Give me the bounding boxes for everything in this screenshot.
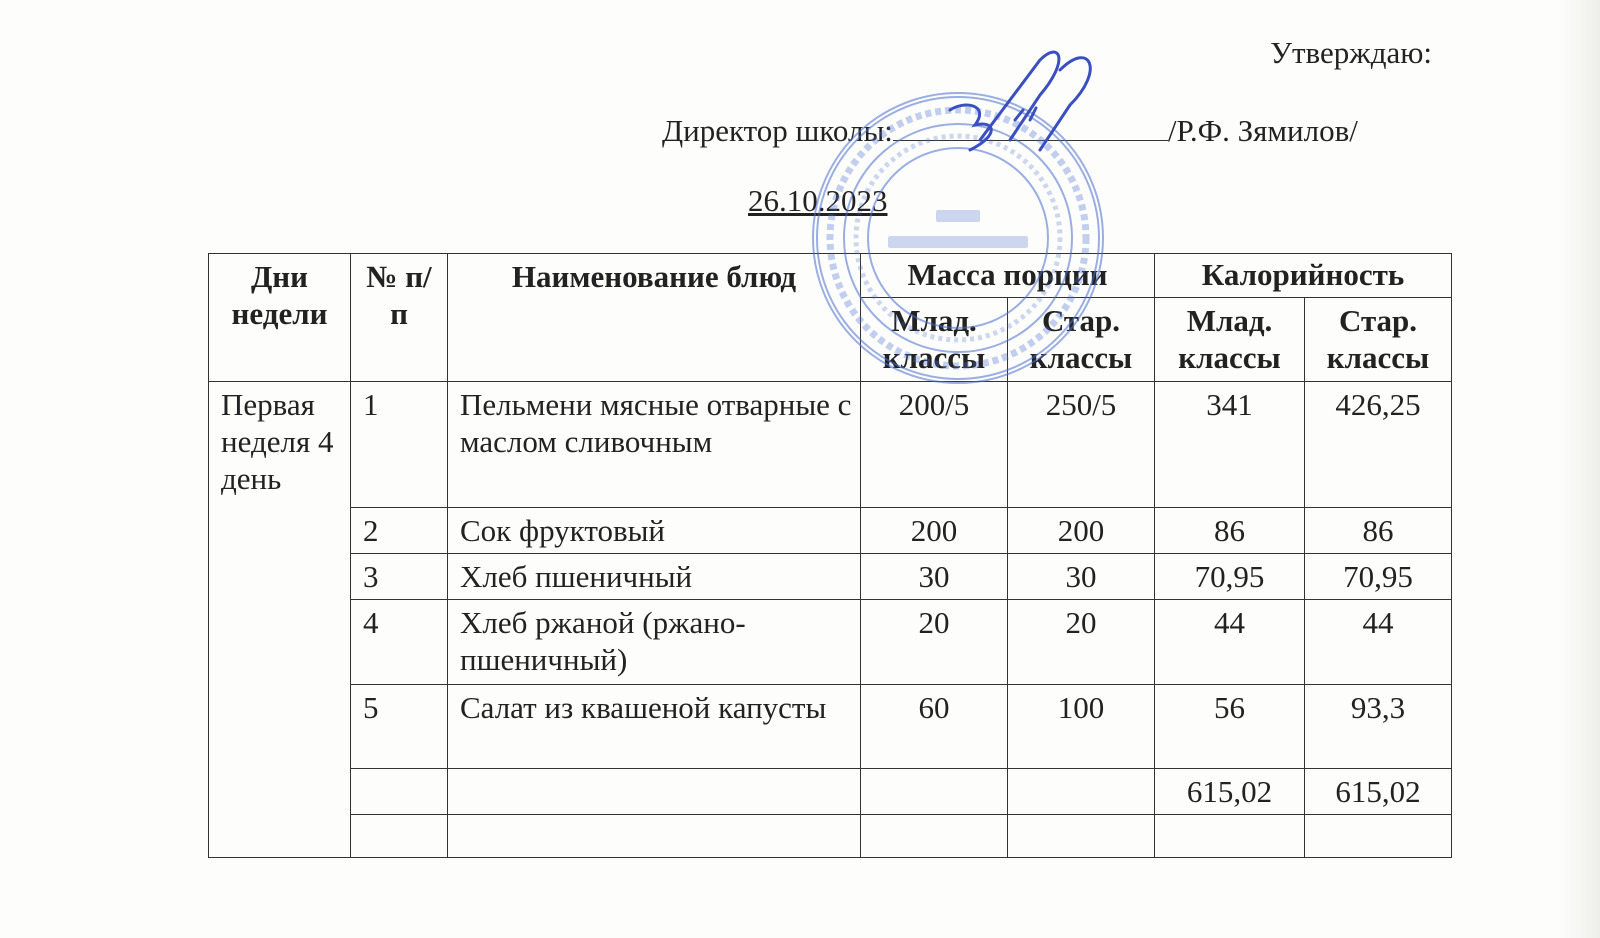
approval-heading: Утверждаю: <box>1270 35 1432 70</box>
cal-senior: 70,95 <box>1303 553 1453 600</box>
cal-senior: 93,3 <box>1303 684 1453 769</box>
director-line: Директор школы: /Р.Ф. Зямилов/ <box>662 114 1358 148</box>
total-cal-junior: 615,02 <box>1154 768 1305 815</box>
empty-row <box>209 814 1453 858</box>
dish-name: Хлеб пшеничный <box>447 553 861 600</box>
mass-senior: 100 <box>1007 684 1155 769</box>
director-name: /Р.Ф. Зямилов/ <box>1167 113 1358 148</box>
dish-name: Салат из квашеной капусты <box>447 684 861 769</box>
total-cal-senior: 615,02 <box>1303 768 1453 815</box>
mass-junior: 20 <box>860 599 1008 685</box>
total-row: 615,02 615,02 <box>209 768 1453 815</box>
dish-name: Хлеб ржаной (ржано-пшеничный) <box>447 599 861 685</box>
cal-senior: 86 <box>1303 507 1453 554</box>
mass-junior: 200/5 <box>860 381 1008 508</box>
mass-junior: 60 <box>860 684 1008 769</box>
approval-date: 26.10.2023 <box>748 183 888 218</box>
cal-junior: 44 <box>1154 599 1305 685</box>
cal-senior: 44 <box>1303 599 1453 685</box>
row-number: 2 <box>350 507 448 554</box>
mass-junior: 200 <box>860 507 1008 554</box>
row-number: 5 <box>350 684 448 769</box>
header-number: № п/п <box>350 253 448 382</box>
mass-senior: 30 <box>1007 553 1155 600</box>
header-portion-mass: Масса порции <box>860 253 1155 298</box>
header-calories: Калорийность <box>1153 253 1453 298</box>
row-number: 4 <box>350 599 448 685</box>
header-mass-senior: Стар. классы <box>1007 297 1155 382</box>
mass-senior: 250/5 <box>1007 381 1155 508</box>
table-row: 4 Хлеб ржаной (ржано-пшеничный) 20 20 44 44 <box>209 599 1453 685</box>
table-row: 2 Сок фруктовый 200 200 86 86 <box>209 507 1453 554</box>
header-cal-junior: Млад. классы <box>1154 297 1305 382</box>
director-label: Директор школы: <box>662 113 893 148</box>
row-number: 3 <box>350 553 448 600</box>
menu-table: Дни недели № п/п Наименование блюд Масса… <box>208 253 1453 858</box>
header-dish-name: Наименование блюд <box>447 253 861 382</box>
cal-junior: 86 <box>1154 507 1305 554</box>
table-row: 3 Хлеб пшеничный 30 30 70,95 70,95 <box>209 553 1453 600</box>
table-row: Первая неделя 4 день 1 Пельмени мясные отв… <box>208 381 1453 858</box>
dish-name: Пельмени мясные отварные с маслом сливоч… <box>447 381 861 508</box>
cal-junior: 70,95 <box>1154 553 1305 600</box>
cal-senior: 426,25 <box>1303 381 1453 508</box>
header-cal-senior: Стар. классы <box>1303 297 1453 382</box>
cal-junior: 341 <box>1154 381 1305 508</box>
mass-senior: 20 <box>1007 599 1155 685</box>
mass-junior: 30 <box>860 553 1008 600</box>
cal-junior: 56 <box>1154 684 1305 769</box>
row-number: 1 <box>350 381 448 508</box>
header-days: Дни недели <box>208 253 351 382</box>
mass-senior: 200 <box>1007 507 1155 554</box>
signature-line <box>892 114 1168 141</box>
scan-edge <box>1560 0 1600 938</box>
table-row: 5 Салат из квашеной капусты 60 100 56 93,3 <box>209 684 1453 769</box>
dish-name: Сок фруктовый <box>447 507 861 554</box>
header-mass-junior: Млад. классы <box>860 297 1008 382</box>
day-cell: Первая неделя 4 день <box>208 381 351 858</box>
